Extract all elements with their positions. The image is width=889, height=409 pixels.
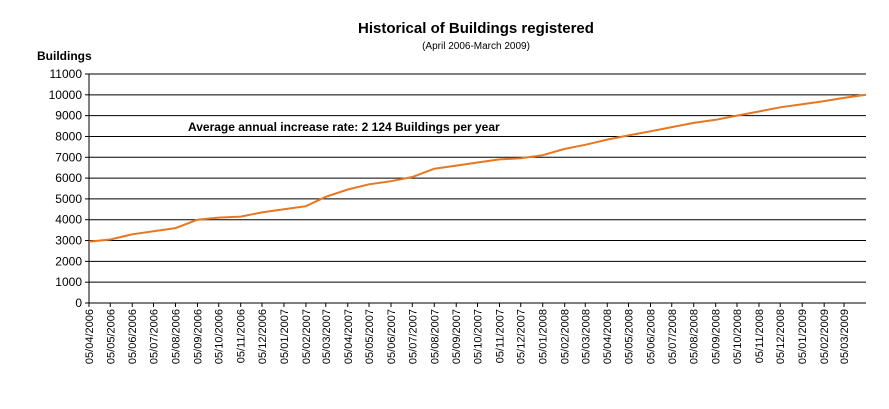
x-tick-label: 05/04/2008 [602,309,614,364]
x-tick-label: 05/07/2006 [149,309,161,364]
y-tick-label: 9000 [55,109,82,123]
chart-subtitle: (April 2006-March 2009) [422,41,530,52]
y-tick-label: 5000 [55,192,82,206]
x-tick-label: 05/02/2008 [560,309,572,364]
x-tick-label: 05/08/2008 [689,309,701,364]
x-tick-label: 05/04/2006 [84,309,96,364]
x-tick-label: 05/01/2009 [797,309,809,364]
x-tick-label: 05/05/2008 [624,309,636,364]
axes [88,74,866,304]
y-tick-label: 2000 [55,254,82,268]
x-tick-label: 05/08/2006 [170,309,182,364]
x-tick-label: 05/09/2006 [192,309,204,364]
x-tick-label: 05/03/2007 [321,309,333,364]
x-tick-label: 05/12/2006 [257,309,269,364]
x-tick-label: 05/10/2006 [214,309,226,364]
x-tick-label: 05/10/2007 [473,309,485,364]
gridlines [89,73,866,304]
x-tick-label: 05/02/2009 [819,309,831,364]
x-tick-label: 05/03/2009 [839,309,851,364]
y-tick-label: 7000 [55,150,82,164]
x-tick-label: 05/07/2008 [667,309,679,364]
x-tick-label: 05/05/2006 [105,309,117,364]
x-tick-label: 05/06/2007 [386,309,398,364]
y-tick-label: 4000 [55,213,82,227]
chart-title: Historical of Buildings registered [358,20,594,37]
x-tick-label: 05/11/2007 [494,309,506,363]
x-tick-label: 05/10/2008 [732,309,744,364]
x-axis-ticks: 05/04/2006 05/05/2006 05/06/2006 05/07/2006… [84,303,851,364]
y-tick-label: 3000 [55,234,82,248]
x-tick-label: 05/12/2007 [516,309,528,364]
x-tick-label: 05/11/2006 [236,309,248,363]
x-tick-label: 05/07/2007 [407,309,419,364]
x-tick-label: 05/12/2008 [775,309,787,364]
x-tick-label: 05/01/2007 [279,309,291,364]
x-tick-label: 05/02/2007 [301,309,313,364]
y-tick-label: 10000 [49,88,83,102]
y-axis-label: Buildings [37,49,92,63]
x-tick-label: 05/09/2008 [711,309,723,364]
x-tick-label: 05/03/2008 [580,309,592,364]
x-tick-label: 05/01/2008 [538,309,550,364]
y-tick-label: 6000 [55,171,82,185]
y-tick-label: 11000 [50,67,83,81]
x-tick-label: 05/05/2007 [364,309,376,364]
y-axis-ticks: 0 1000 2000 3000 4000 5000 6000 7000 8000 9000 100… [49,67,89,310]
y-tick-label: 8000 [55,129,82,143]
x-tick-label: 05/11/2008 [754,309,766,363]
x-tick-label: 05/06/2006 [127,309,139,364]
series-line [88,93,867,243]
y-tick-label: 1000 [55,275,82,289]
x-tick-label: 05/09/2007 [451,309,463,364]
y-tick-label: 0 [75,296,82,310]
x-tick-label: 05/06/2008 [645,309,657,364]
annotation: Average annual increase rate: 2 124 Buil… [188,120,500,134]
x-tick-label: 05/08/2007 [429,309,441,364]
x-tick-label: 05/04/2007 [343,309,355,364]
